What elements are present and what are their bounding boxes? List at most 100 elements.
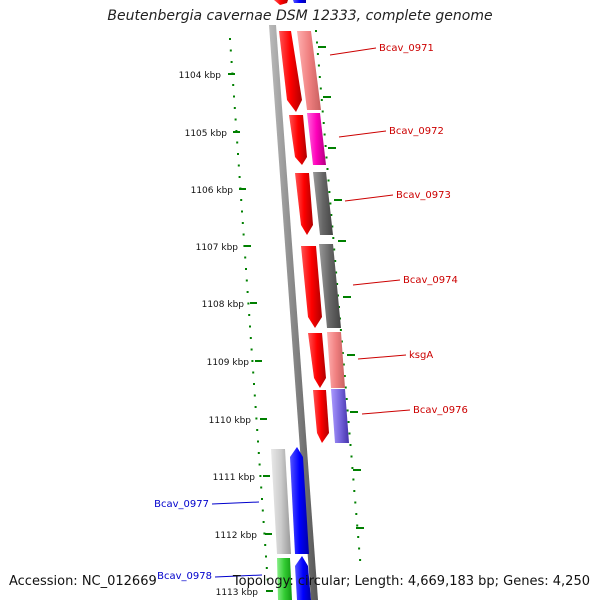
gene-arrow-bcav0972-b[interactable] bbox=[307, 113, 326, 165]
gene-arrow-bcav0977-a[interactable] bbox=[271, 449, 291, 554]
minor-tick bbox=[229, 38, 231, 40]
ruler-label: 1110 kbp bbox=[209, 416, 252, 426]
minor-tick bbox=[317, 64, 320, 67]
minor-tick bbox=[247, 302, 250, 305]
minor-tick bbox=[237, 164, 240, 167]
minor-tick bbox=[329, 202, 332, 205]
leader-bcav0977 bbox=[211, 501, 260, 505]
gene-label-bcav0978[interactable]: Bcav_0978 bbox=[157, 571, 212, 582]
minor-tick-track-left bbox=[229, 38, 270, 592]
leader-ksga bbox=[357, 354, 407, 360]
minor-tick bbox=[354, 501, 357, 504]
gene-label-bcav0973[interactable]: Bcav_0973 bbox=[396, 190, 451, 201]
minor-tick bbox=[253, 383, 255, 385]
minor-tick bbox=[258, 463, 261, 466]
minor-tick bbox=[320, 99, 323, 101]
minor-tick bbox=[325, 156, 328, 159]
gene-arrow-bcav0974-a[interactable] bbox=[301, 246, 322, 328]
minor-tick bbox=[333, 248, 336, 251]
gene-arrow-bcav0971-b[interactable] bbox=[297, 31, 321, 110]
minor-tick bbox=[252, 371, 255, 374]
gene-label-bcav0972[interactable]: Bcav_0972 bbox=[389, 126, 444, 137]
gene-arrow-bcav0978-b[interactable] bbox=[295, 556, 311, 600]
minor-tick bbox=[229, 49, 232, 52]
minor-tick bbox=[331, 225, 334, 228]
minor-tick bbox=[250, 348, 253, 351]
minor-tick bbox=[255, 417, 258, 420]
gene-arrow-bcav0973-b[interactable] bbox=[313, 172, 333, 235]
gene-arrow-top-blue[interactable] bbox=[293, 0, 306, 3]
ruler-label: 1107 kbp bbox=[196, 243, 239, 253]
forward-strand-genes bbox=[274, 0, 349, 443]
minor-tick bbox=[244, 256, 247, 259]
minor-tick bbox=[266, 578, 269, 581]
genome-title: Beutenbergia cavernae DSM 12333, complet… bbox=[107, 8, 493, 24]
gene-arrow-bcav0976-a[interactable] bbox=[313, 390, 329, 443]
minor-tick bbox=[262, 521, 265, 523]
gene-arrow-bcav0971-a[interactable] bbox=[279, 31, 302, 112]
minor-tick bbox=[350, 455, 353, 458]
minor-tick bbox=[241, 210, 243, 213]
gene-arrow-bcav0972-a[interactable] bbox=[289, 115, 307, 165]
gene-label-bcav0977[interactable]: Bcav_0977 bbox=[154, 499, 209, 510]
gene-labels: Bcav_0971 Bcav_0972 Bcav_0973 Bcav_0974 … bbox=[154, 43, 468, 582]
minor-tick bbox=[332, 237, 335, 239]
minor-tick bbox=[263, 532, 266, 535]
minor-tick bbox=[259, 475, 262, 477]
minor-tick bbox=[246, 291, 249, 293]
gene-arrow-bcav0974-b[interactable] bbox=[319, 244, 341, 328]
minor-tick bbox=[319, 87, 322, 90]
gene-arrow-bcav0978-a[interactable] bbox=[277, 558, 292, 600]
leader-bcav0972 bbox=[338, 130, 387, 138]
minor-tick bbox=[326, 168, 329, 170]
minor-tick bbox=[353, 490, 356, 492]
gene-label-leaders bbox=[211, 47, 411, 578]
minor-tick bbox=[245, 279, 248, 282]
minor-tick bbox=[248, 314, 251, 316]
ruler-label: 1105 kbp bbox=[185, 129, 228, 139]
gene-label-bcav0976[interactable]: Bcav_0976 bbox=[413, 405, 468, 416]
minor-tick bbox=[265, 555, 267, 558]
minor-tick bbox=[359, 559, 362, 561]
minor-tick bbox=[340, 340, 343, 343]
ruler-label: 1104 kbp bbox=[179, 71, 222, 81]
minor-tick bbox=[249, 337, 252, 339]
minor-tick bbox=[323, 133, 326, 136]
genome-summary-text: Topology: circular; Length: 4,669,183 bp… bbox=[232, 574, 590, 589]
gene-arrow-top-red[interactable] bbox=[274, 0, 288, 5]
gene-label-bcav0971[interactable]: Bcav_0971 bbox=[379, 43, 434, 54]
ruler-label: 1113 kbp bbox=[216, 588, 259, 598]
gene-arrow-bcav0976-b[interactable] bbox=[331, 389, 349, 443]
leader-bcav0971 bbox=[329, 47, 377, 56]
minor-tick bbox=[343, 375, 346, 377]
gene-label-bcav0974[interactable]: Bcav_0974 bbox=[403, 275, 458, 286]
minor-tick bbox=[232, 84, 235, 86]
minor-tick bbox=[345, 398, 348, 400]
minor-tick bbox=[352, 478, 355, 481]
minor-tick bbox=[233, 95, 235, 98]
minor-tick bbox=[265, 567, 268, 569]
minor-tick bbox=[241, 222, 244, 224]
minor-tick-track-right bbox=[315, 30, 362, 561]
minor-tick bbox=[245, 268, 247, 270]
minor-tick bbox=[356, 524, 359, 527]
gene-label-ksga[interactable]: ksgA bbox=[409, 350, 433, 361]
minor-tick bbox=[355, 513, 358, 515]
gene-arrow-bcav0973-a[interactable] bbox=[295, 173, 313, 235]
right-ticks bbox=[318, 46, 364, 529]
minor-tick bbox=[315, 30, 317, 32]
gene-arrow-ksga-a[interactable] bbox=[308, 333, 326, 388]
minor-tick bbox=[253, 394, 256, 397]
gene-arrow-ksga-b[interactable] bbox=[327, 332, 345, 388]
ruler-label: 1111 kbp bbox=[213, 473, 256, 483]
minor-tick bbox=[322, 122, 325, 124]
ruler-label: 1109 kbp bbox=[207, 358, 250, 368]
gene-arrow-bcav0977-b[interactable] bbox=[290, 447, 309, 554]
minor-tick bbox=[339, 329, 342, 331]
minor-tick bbox=[236, 141, 239, 144]
minor-tick bbox=[346, 409, 349, 412]
minor-tick bbox=[242, 233, 245, 236]
leader-bcav0973 bbox=[344, 194, 394, 202]
